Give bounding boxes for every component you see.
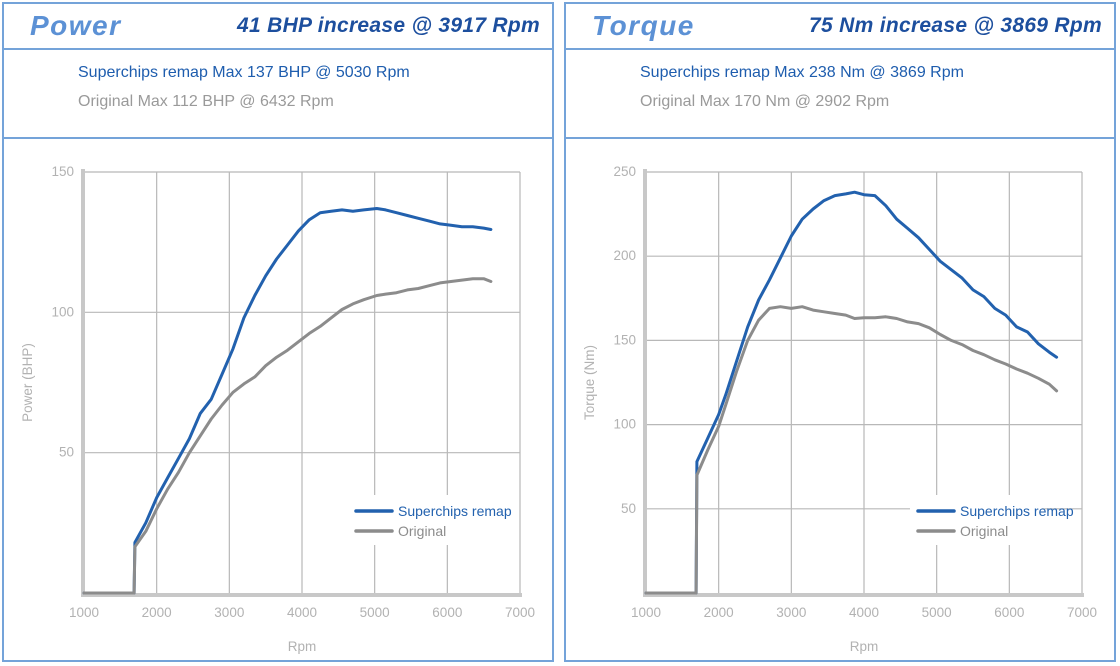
torque-increase-headline: 75 Nm increase @ 3869 Rpm	[809, 14, 1102, 37]
x-tick-label: 2000	[142, 605, 172, 620]
x-tick-label: 4000	[287, 605, 317, 620]
torque-title: Torque	[592, 10, 695, 41]
power-panel: Power 41 BHP increase @ 3917 Rpm Superch…	[2, 2, 554, 662]
legend-label-original: Original	[398, 523, 446, 539]
x-tick-label: 3000	[776, 605, 806, 620]
power-original-summary: Original Max 112 BHP @ 6432 Rpm	[78, 93, 334, 110]
x-tick-label: 2000	[704, 605, 734, 620]
x-tick-label: 4000	[849, 605, 879, 620]
power-panel-header: Power 41 BHP increase @ 3917 Rpm	[4, 4, 552, 50]
y-tick-label: 50	[59, 445, 74, 460]
y-tick-label: 200	[613, 248, 636, 263]
x-tick-label: 1000	[631, 605, 661, 620]
torque-summary-block: Superchips remap Max 238 Nm @ 3869 Rpm O…	[566, 50, 1114, 139]
series-line-original	[644, 305, 1059, 595]
torque-remap-summary: Superchips remap Max 238 Nm @ 3869 Rpm	[640, 64, 964, 81]
power-increase-headline: 41 BHP increase @ 3917 Rpm	[237, 14, 540, 37]
torque-chart: 1000 2000 3000 4000 5000 6000 7000 50 100 150 200 2…	[582, 164, 1097, 654]
power-chart: 1000 2000 3000 4000 5000 6000 7000 50 100 150 Rpm P…	[20, 164, 535, 654]
series-line-original	[82, 277, 493, 595]
x-tick-label: 7000	[505, 605, 535, 620]
y-tick-label: 150	[613, 332, 636, 347]
x-tick-label: 3000	[214, 605, 244, 620]
x-tick-label: 6000	[432, 605, 462, 620]
x-tick-label: 1000	[69, 605, 99, 620]
power-remap-summary: Superchips remap Max 137 BHP @ 5030 Rpm	[78, 64, 410, 81]
power-summary-block: Superchips remap Max 137 BHP @ 5030 Rpm …	[4, 50, 552, 139]
legend-background	[910, 495, 1042, 545]
y-tick-label: 250	[613, 164, 636, 179]
y-axis-title: Power (BHP)	[20, 343, 35, 422]
y-tick-label: 50	[621, 501, 636, 516]
legend-label-remap: Superchips remap	[960, 503, 1074, 519]
x-tick-label: 7000	[1067, 605, 1097, 620]
x-axis-title: Rpm	[288, 639, 317, 654]
x-axis-title: Rpm	[850, 639, 879, 654]
x-tick-label: 5000	[922, 605, 952, 620]
series-line-remap	[82, 207, 493, 595]
power-title: Power	[30, 10, 122, 41]
x-tick-label: 6000	[994, 605, 1024, 620]
y-tick-label: 100	[51, 304, 74, 319]
x-tick-label: 5000	[360, 605, 390, 620]
torque-panel: Torque 75 Nm increase @ 3869 Rpm Superch…	[564, 2, 1116, 662]
y-tick-label: 100	[613, 417, 636, 432]
y-axis-title: Torque (Nm)	[582, 345, 597, 420]
legend-background	[348, 495, 480, 545]
legend-label-remap: Superchips remap	[398, 503, 512, 519]
torque-original-summary: Original Max 170 Nm @ 2902 Rpm	[640, 93, 890, 110]
series-line-remap	[644, 190, 1059, 595]
torque-panel-header: Torque 75 Nm increase @ 3869 Rpm	[566, 4, 1114, 50]
legend-label-original: Original	[960, 523, 1008, 539]
y-tick-label: 150	[51, 164, 74, 179]
